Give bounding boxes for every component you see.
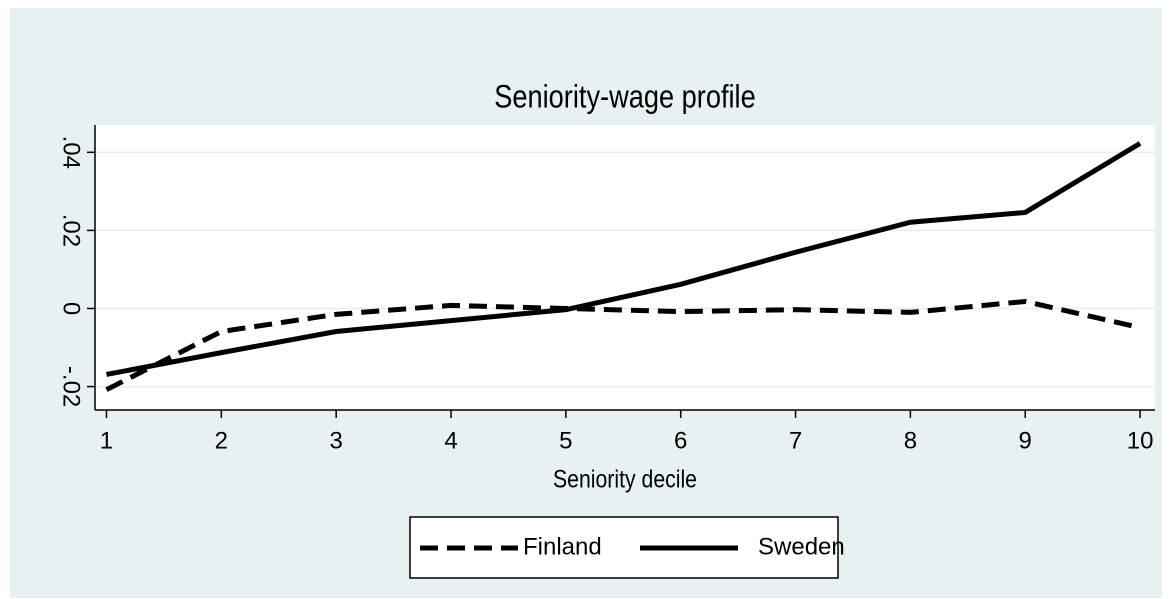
plot-area [95,125,1155,410]
x-axis-label: Seniority decile [553,465,697,493]
x-tick-label: 1 [100,427,113,454]
x-tick-label: 5 [559,427,572,454]
x-tick-label: 8 [904,427,917,454]
legend-label: Sweden [758,533,845,560]
y-tick-label: -.02 [58,366,85,407]
chart-title: Seniority-wage profile [494,79,755,115]
y-tick-label: 0 [58,302,85,315]
y-tick-label: .02 [58,214,85,247]
x-tick-label: 9 [1019,427,1032,454]
x-tick-label: 2 [215,427,228,454]
x-tick-label: 3 [329,427,342,454]
series-line [106,141,1142,377]
x-tick-label: 10 [1127,427,1154,454]
x-tick-label: 4 [444,427,457,454]
legend-label: Finland [523,533,602,560]
x-tick-label: 6 [674,427,687,454]
x-tick-label: 7 [789,427,802,454]
series-line [105,298,1141,392]
y-tick-label: .04 [58,136,85,169]
